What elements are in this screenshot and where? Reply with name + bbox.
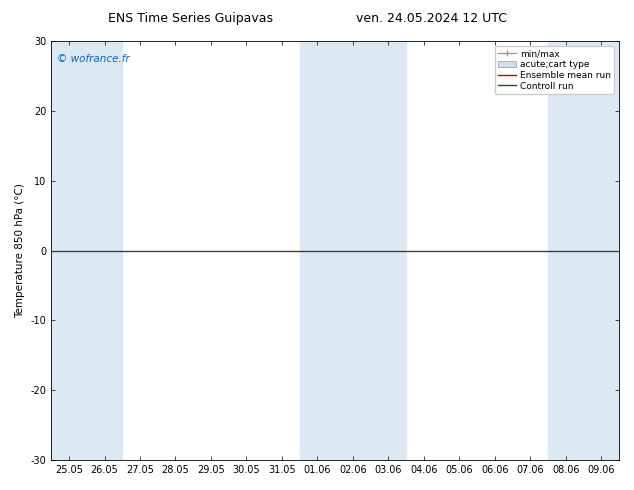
Bar — [548, 41, 619, 460]
Text: ENS Time Series Guipavas: ENS Time Series Guipavas — [108, 12, 273, 25]
Legend: min/max, acute;cart type, Ensemble mean run, Controll run: min/max, acute;cart type, Ensemble mean … — [495, 46, 614, 94]
Bar — [300, 41, 406, 460]
Text: ven. 24.05.2024 12 UTC: ven. 24.05.2024 12 UTC — [356, 12, 507, 25]
Y-axis label: Temperature 850 hPa (°C): Temperature 850 hPa (°C) — [15, 183, 25, 318]
Text: © wofrance.fr: © wofrance.fr — [57, 53, 129, 64]
Bar — [51, 41, 122, 460]
